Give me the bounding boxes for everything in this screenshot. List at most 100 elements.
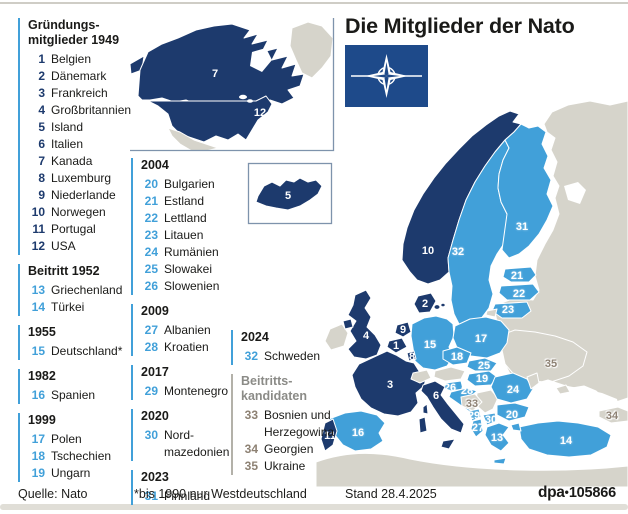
legend-item-name: Nord- mazedonien — [164, 428, 230, 459]
sicily — [440, 438, 456, 450]
country-denmark — [413, 292, 437, 314]
white-sea — [564, 182, 586, 204]
legend-item-name: Slowenien — [164, 279, 220, 293]
legend-item-number: 32 — [244, 349, 258, 363]
legend-item-number: 16 — [31, 388, 45, 402]
dpa-number: 105866 — [568, 485, 616, 501]
legend-item: 13 Griechenland — [28, 282, 131, 299]
legend-item-name: Luxemburg — [51, 171, 112, 185]
legend-item-number: 7 — [38, 154, 45, 168]
legend-item-name: Spanien — [51, 388, 96, 402]
legend-group-header: 2023 — [141, 470, 169, 484]
country-albania — [470, 418, 484, 438]
legend-item-name: Niederlande — [51, 188, 116, 202]
legend-item: 16 Spanien — [28, 387, 131, 404]
legend-item-name: Schweden — [264, 349, 321, 363]
legend-item-number: 11 — [32, 222, 45, 236]
legend-item-name: USA — [51, 239, 76, 253]
legend-item-name: Großbritannien — [51, 103, 132, 117]
country-portugal — [320, 418, 338, 452]
legend-item-number: 20 — [144, 177, 158, 191]
legend-item: 23 Litauen — [141, 227, 231, 244]
legend-item-number: 5 — [38, 120, 45, 134]
country-bulgaria — [496, 402, 530, 422]
legend-item-name: Italien — [51, 137, 84, 151]
country-latvia — [498, 283, 540, 301]
legend-item-name: Griechenland — [51, 283, 123, 297]
legend-item-number: 26 — [144, 279, 158, 293]
footnote: *bis 1990 nur Westdeutschland — [134, 487, 307, 501]
iceland-inset — [247, 162, 333, 225]
legend-item-number: 17 — [31, 432, 45, 446]
legend-item: 15 Deutschland* — [28, 343, 131, 360]
country-iceland — [255, 177, 323, 211]
sardinia — [418, 416, 428, 434]
legend-item-name: Dänemark — [51, 69, 107, 83]
legend-item-number: 29 — [144, 384, 158, 398]
legend-item-number: 24 — [144, 245, 158, 259]
country-turkey — [518, 420, 612, 458]
legend-group-header: 2020 — [141, 409, 169, 423]
legend-item-number: 23 — [144, 228, 158, 242]
legend-group: 1955 15 Deutschland* — [18, 325, 131, 360]
legend-item: 10 Norwegen — [28, 204, 131, 221]
legend-group-header: Gründungs- mitglieder 1949 — [28, 18, 120, 47]
legend-item: 11 Portugal — [28, 221, 131, 238]
legend-item-number: 6 — [38, 137, 45, 151]
legend-item-name: Rumänien — [164, 245, 219, 259]
legend-group: Beitritts- kandidaten 33 Bosnien und Herze… — [231, 374, 337, 475]
dpa-dot: • — [564, 485, 569, 499]
legend-item: 32 Schweden — [241, 348, 337, 365]
legend-item-number: 18 — [31, 449, 45, 463]
legend-item: 20 Bulgarien — [141, 176, 231, 193]
legend-item-number: 25 — [144, 262, 158, 276]
legend-item-name: Finnland — [164, 489, 211, 503]
legend-item-number: 4 — [38, 103, 45, 117]
legend-item: 24 Rumänien — [141, 244, 231, 261]
legend-item-number: 22 — [144, 211, 158, 225]
country-austria — [433, 366, 466, 382]
country-spain — [328, 410, 386, 452]
legend-item-name: Ungarn — [51, 466, 91, 480]
legend-column-1: Gründungs- mitglieder 1949 1 Belgien 2 Dänem… — [18, 18, 131, 491]
crimea — [555, 384, 571, 395]
greenland — [289, 21, 334, 79]
legend-item-number: 27 — [144, 323, 158, 337]
legend-item: 14 Türkei — [28, 299, 131, 316]
legend-item-name: Frankreich — [51, 86, 108, 100]
legend-item-number: 3 — [38, 86, 45, 100]
legend-item: 30 Nord- mazedonien — [141, 427, 231, 461]
country-luxembourg — [406, 350, 417, 362]
legend-group-header: 2024 — [241, 330, 269, 344]
legend-item: 25 Slowakei — [141, 261, 231, 278]
legend-group: 1999 17 Polen 18 Tschechien 19 Ungarn — [18, 413, 131, 482]
legend-item: 18 Tschechien — [28, 448, 131, 465]
legend-item-number: 1 — [38, 52, 45, 66]
legend-item: 33 Bosnien und Herzegowina — [241, 407, 337, 441]
legend-item-name: Türkei — [51, 300, 85, 314]
legend-item: 12 USA — [28, 238, 131, 255]
legend-item-number: 28 — [144, 340, 158, 354]
legend-group: 2017 29 Montenegro — [131, 365, 231, 400]
legend-item-name: Kanada — [51, 154, 93, 168]
legend-item-name: Bosnien und Herzegowina — [264, 408, 335, 439]
nato-flag — [345, 45, 428, 107]
legend-item: 28 Kroatien — [141, 339, 231, 356]
legend-item-name: Kroatien — [164, 340, 209, 354]
country-romania — [490, 372, 534, 404]
legend-item: 8 Luxemburg — [28, 170, 131, 187]
country-netherlands — [394, 321, 412, 338]
legend-item-number: 10 — [31, 205, 45, 219]
legend-item: 6 Italien — [28, 136, 131, 153]
dpa-logo: dpa — [537, 484, 565, 501]
legend-group-header: 1955 — [28, 325, 56, 339]
legend-group: Beitritt 1952 13 Griechenland 14 Türkei — [18, 264, 131, 316]
legend-item-number: 34 — [244, 442, 258, 456]
legend-item-number: 15 — [31, 344, 45, 358]
legend-item-name: Ukraine — [264, 459, 306, 473]
country-canada — [137, 23, 305, 111]
legend-item-name: Deutschland* — [51, 344, 123, 358]
country-italy — [420, 380, 465, 434]
crete — [493, 457, 507, 465]
legend-item: 27 Albanien — [141, 322, 231, 339]
